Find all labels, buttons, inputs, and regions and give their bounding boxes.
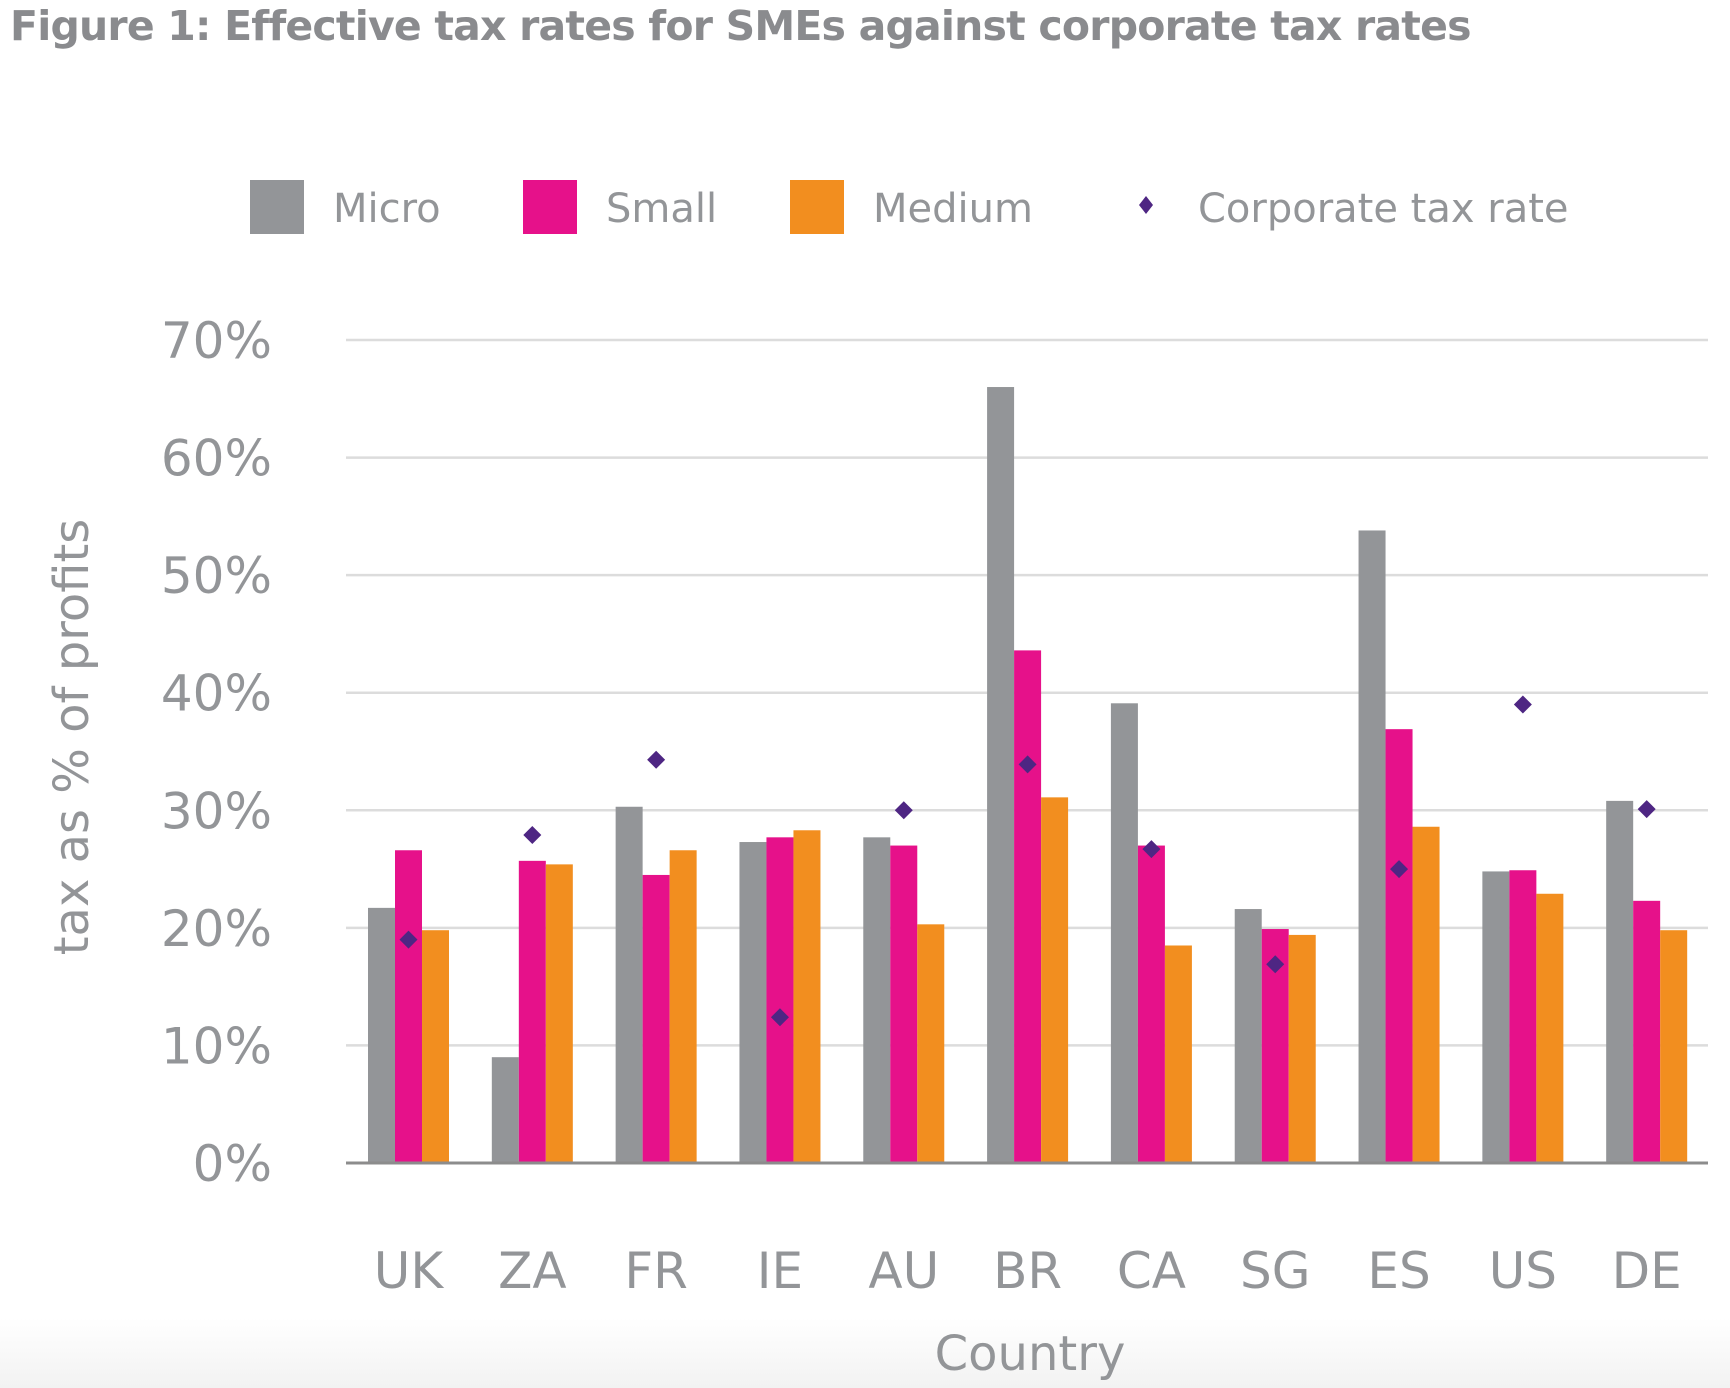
x-tick-label: CA (1117, 1242, 1186, 1300)
bar-medium-za (545, 864, 573, 1163)
corporate-tax-marker-de (1637, 800, 1656, 819)
bar-small-uk (395, 850, 422, 1163)
x-tick-label: UK (374, 1242, 445, 1300)
bar-micro-es (1358, 530, 1386, 1163)
bar-micro-sg (1234, 909, 1262, 1163)
bar-small-au (890, 845, 918, 1163)
legend-diamond-icon (1139, 196, 1153, 214)
bar-small-es (1385, 729, 1413, 1163)
bar-small-za (518, 860, 546, 1163)
bar-medium-us (1536, 893, 1564, 1163)
bar-micro-ie (739, 842, 767, 1163)
corporate-tax-marker-au (894, 801, 913, 820)
bar-small-de (1633, 900, 1661, 1163)
legend: Micro Small Medium Corporate tax rate (250, 180, 1569, 234)
bar-small-us (1509, 870, 1537, 1163)
legend-item-micro: Micro (250, 180, 441, 234)
bar-medium-au (917, 924, 945, 1163)
legend-label: Small (606, 186, 717, 232)
bar-micro-au (863, 837, 891, 1163)
corporate-tax-marker-br (1018, 755, 1037, 774)
bar-medium-fr (669, 850, 697, 1163)
y-axis-ticks: 0% 10% 20% 30% 40% 50% 60% 70% (161, 312, 272, 1193)
chart-title: Figure 1: Effective tax rates for SMEs a… (10, 2, 1471, 50)
legend-swatch (523, 180, 577, 234)
x-tick-label: US (1489, 1242, 1557, 1300)
bar-medium-br (1041, 797, 1069, 1163)
legend-swatch (250, 180, 304, 234)
corporate-tax-markers (399, 695, 1656, 1027)
bar-micro-fr (615, 806, 643, 1163)
bar-micro-de (1606, 800, 1634, 1163)
bars (368, 387, 1688, 1163)
bar-micro-za (491, 1057, 519, 1163)
y-tick-label: 20% (161, 900, 272, 958)
y-tick-label: 50% (161, 547, 272, 605)
y-tick-label: 10% (161, 1017, 272, 1075)
x-tick-label: ES (1367, 1242, 1430, 1300)
x-tick-label: DE (1612, 1242, 1682, 1300)
x-tick-label: BR (993, 1242, 1062, 1300)
legend-label: Corporate tax rate (1198, 186, 1569, 232)
bar-medium-sg (1288, 934, 1316, 1163)
x-tick-label: FR (624, 1242, 688, 1300)
x-tick-label: ZA (498, 1242, 566, 1300)
legend-item-small: Small (523, 180, 717, 234)
y-tick-label: 30% (161, 782, 272, 840)
x-axis-ticks: UK ZA FR IE AU BR CA SG ES US DE (374, 1242, 1682, 1300)
x-axis-title: Country (935, 1326, 1126, 1382)
corporate-tax-marker-us (1513, 695, 1532, 714)
bar-micro-ca (1110, 703, 1138, 1163)
legend-label: Medium (873, 186, 1033, 232)
corporate-tax-marker-sg (1266, 955, 1285, 974)
legend-label: Micro (333, 186, 441, 232)
bar-small-ca (1137, 845, 1165, 1163)
legend-swatch (790, 180, 844, 234)
y-axis-title: tax as % of profits (44, 519, 100, 956)
bottom-fade (0, 1318, 1730, 1388)
corporate-tax-marker-za (523, 825, 542, 844)
bar-medium-es (1412, 826, 1440, 1163)
y-tick-label: 0% (193, 1135, 272, 1193)
bar-medium-ca (1164, 945, 1192, 1163)
bar-medium-de (1660, 930, 1688, 1163)
bar-medium-uk (422, 930, 449, 1163)
bar-medium-ie (793, 830, 821, 1163)
bar-micro-us (1482, 871, 1510, 1163)
corporate-tax-marker-fr (647, 750, 666, 769)
bar-small-fr (642, 874, 670, 1163)
y-tick-label: 60% (161, 430, 272, 488)
legend-item-medium: Medium (790, 180, 1033, 234)
x-tick-label: AU (868, 1242, 939, 1300)
corporate-tax-marker-uk (399, 930, 418, 949)
bar-small-br (1014, 650, 1042, 1163)
corporate-tax-marker-ca (1142, 840, 1161, 859)
bar-micro-br (987, 387, 1015, 1163)
corporate-tax-marker-es (1390, 860, 1409, 879)
bar-small-ie (766, 837, 794, 1163)
x-tick-label: SG (1240, 1242, 1310, 1300)
x-tick-label: IE (757, 1242, 803, 1300)
y-tick-label: 70% (161, 312, 272, 370)
bar-micro-uk (368, 907, 395, 1163)
y-tick-label: 40% (161, 665, 272, 723)
legend-item-corporate-tax-rate: Corporate tax rate (1139, 186, 1569, 232)
corporate-tax-marker-ie (770, 1008, 789, 1027)
